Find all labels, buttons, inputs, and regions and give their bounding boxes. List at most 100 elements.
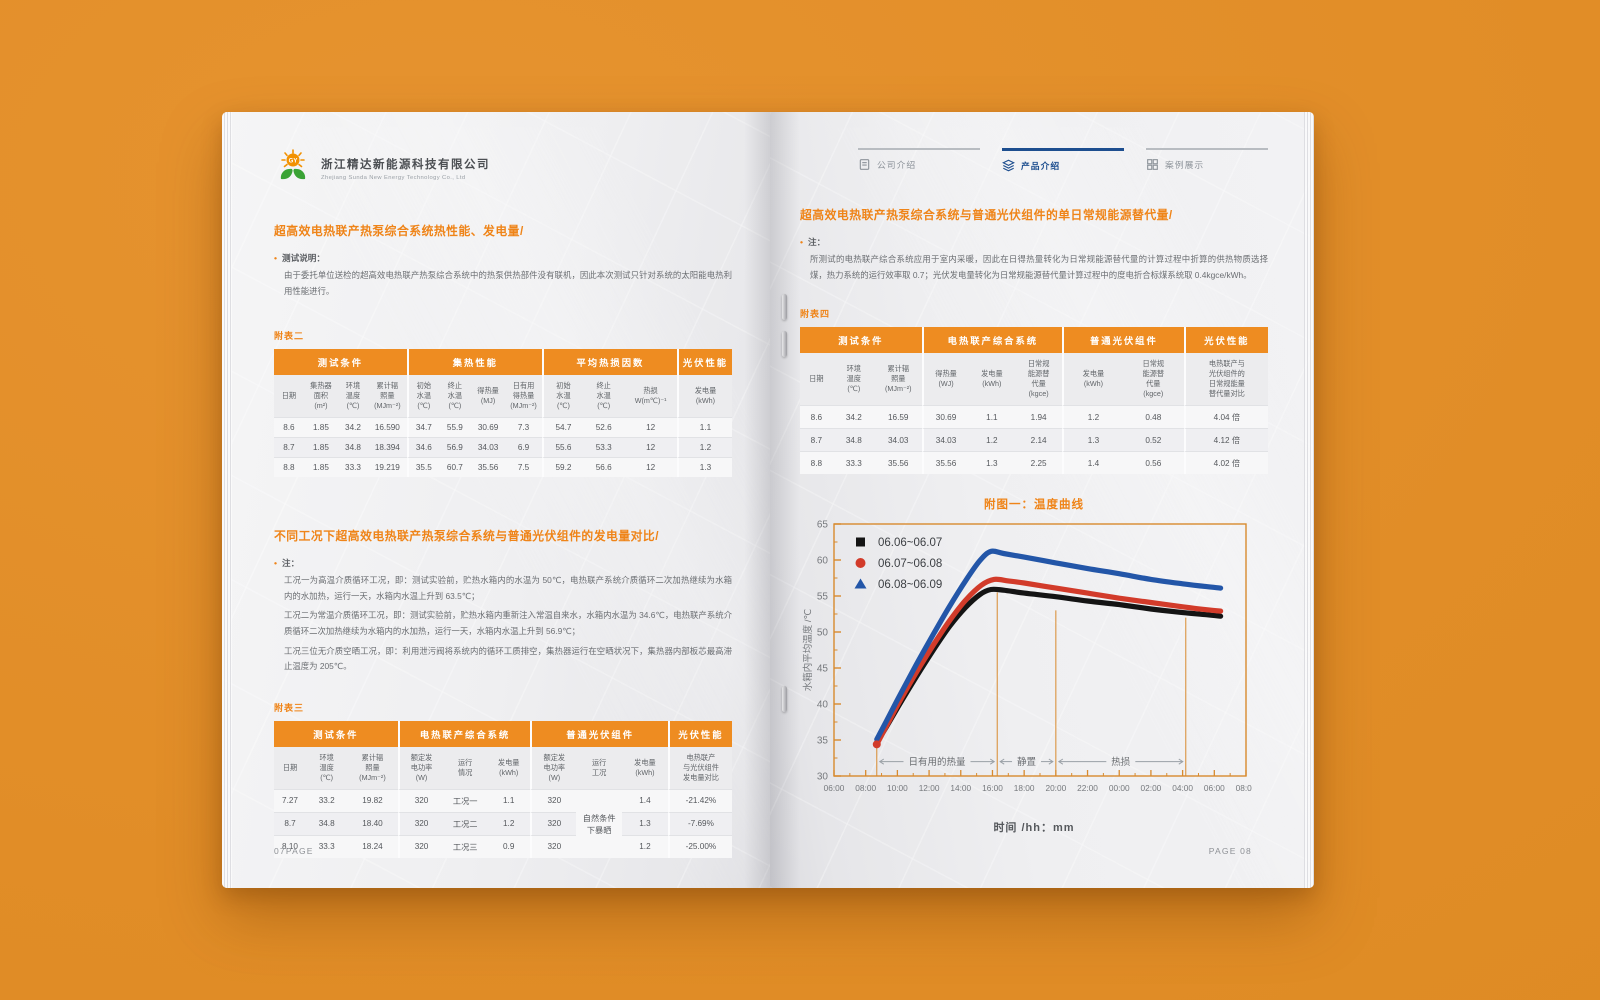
table-cell: 16.590 [367, 417, 407, 438]
table-row: 8.7 34.8 18.40 320 工况二 1.2 320 1.3 -7.69% [274, 811, 732, 835]
table-cell: 320 [397, 811, 444, 835]
nav-item-案例展示: 案例展示 [1146, 148, 1268, 172]
table-column-header: 额定发 电功率 (W) [530, 746, 577, 789]
phase-arrowhead [989, 758, 996, 766]
table-row: 8.7 1.85 34.8 18.394 34.6 56.9 34.03 6.9 55.6 53.… [274, 437, 732, 458]
legend-circle-icon [855, 558, 866, 569]
table-cell: 35.56 [470, 457, 506, 478]
series-line-06.08~06.09 [874, 548, 1224, 743]
table-group-header: 平均热损因数 [541, 349, 677, 376]
section-title-energy-substitution: 超高效电热联产热泵综合系统与普通光伏组件的单日常规能源替代量/ [800, 208, 1173, 222]
table-cell: 34.8 [306, 811, 348, 835]
table-column-header: 发电量 (kWh) [968, 353, 1016, 406]
table-cell: 1.2 [676, 437, 732, 458]
table-cell: 16.59 [874, 405, 922, 429]
note-label: • 注： [274, 558, 300, 569]
table-cell: 2.14 [1015, 428, 1063, 452]
table-cell: 59.2 [541, 457, 584, 478]
y-tick-label: 50 [817, 628, 829, 639]
table-cell: 320 [397, 834, 444, 858]
table-group-header: 电热联产综合系统 [397, 720, 531, 747]
nav-indicator-line [1146, 148, 1268, 150]
table-cell: 19.82 [347, 788, 398, 812]
table-cell: 1.2 [486, 811, 531, 835]
logo-flower-icon: GY [280, 149, 306, 180]
temperature-chart: 30 35 40 45 50 55 60 65 06:00 08:00 10:00 12:00 14:0… [800, 518, 1268, 819]
table-subheader-row: 日期 环境 温度 (℃) 累计辐 照量 (MJm⁻²) 额定发 电功率 (W) 运行 情… [274, 746, 732, 789]
x-tick-label: 00:00 [1109, 783, 1130, 793]
working-conditions-notes: 工况一为高温介质循环工况，即：测试实验前，贮热水箱内的水温为 50℃，电热联产系… [274, 573, 732, 674]
series-line-06.07~06.08 [874, 577, 1224, 748]
table-cell: 8.6 [800, 405, 833, 429]
table-cell: 52.6 [583, 417, 625, 438]
nav-item-label: 公司介绍 [877, 160, 917, 170]
table-cell: 33.2 [306, 788, 348, 812]
table-cell: 1.85 [303, 437, 339, 458]
table-cell: -7.69% [667, 811, 732, 835]
table-column-header: 初始 水温 (℃) [406, 375, 439, 418]
data-table: 测试条件 电热联产综合系统 普通光伏组件 光伏性能 日期 环境 温度 (℃) 累计辐 照量 … [800, 327, 1268, 475]
table-cell: 4.04 倍 [1183, 405, 1268, 429]
table-row: 7.27 33.2 19.82 320 工况一 1.1 320 自然条件 下暴晒 1.4 -21.… [274, 788, 732, 858]
y-axis-title: 水箱内平均温度 /℃ [802, 609, 814, 692]
table3-container: 测试条件 电热联产综合系统 普通光伏组件 光伏性能 日期 环境 温度 (℃) 累计辐 照量 … [274, 720, 732, 858]
page-left: GY 浙江精达新能源科技有限公司 Zhejiang Sunda New Ener… [222, 112, 770, 888]
table-cell: 18.24 [347, 834, 398, 858]
table-cell: 1.2 [968, 428, 1016, 452]
page-number-left: 07PAGE [274, 846, 314, 856]
chart-title: 附图一：温度曲线 [984, 499, 1084, 512]
table-cell: 8.7 [274, 437, 304, 458]
legend-label: 06.08~06.09 [878, 579, 942, 591]
table-column-header: 日期 [274, 746, 307, 789]
nav-item-公司介绍: 公司介绍 [858, 148, 980, 172]
table-cell: 19.219 [367, 457, 407, 478]
layers-icon [1002, 159, 1015, 172]
table-cell: 35.56 [921, 451, 969, 475]
table-column-header: 环境 温度 (℃) [338, 375, 368, 418]
table-column-header: 日常规 能源替 代量 (kgce) [1122, 353, 1184, 406]
table-cell: 1.3 [1062, 428, 1123, 452]
bullet-icon: • [800, 237, 804, 247]
table-column-header: 额定发 电功率 (W) [397, 746, 444, 789]
table-cell: 8.8 [274, 457, 304, 478]
table-cell: 7.27 [274, 788, 307, 812]
x-tick-label: 14:00 [950, 783, 971, 793]
table-column-header: 发电量 (kWh) [676, 375, 732, 418]
x-tick-label: 04:00 [1172, 783, 1193, 793]
table-cell: 1.1 [486, 788, 531, 812]
table-cell: 34.03 [470, 437, 506, 458]
table4-label: 附表四 [800, 309, 831, 320]
x-tick-label: 06:00 [824, 783, 845, 793]
table-group-header-row: 测试条件 电热联产综合系统 普通光伏组件 光伏性能 [274, 720, 732, 747]
table-cell: -21.42% [667, 788, 732, 812]
table-cell: 12 [624, 457, 677, 478]
table-cell: 34.8 [832, 428, 875, 452]
table-column-header: 日有用 得热量 (MJm⁻²) [505, 375, 542, 418]
y-tick-label: 35 [817, 736, 829, 747]
table-group-header: 测试条件 [274, 349, 407, 376]
table-cell: 8.10 [274, 834, 307, 858]
table-group-header: 电热联产综合系统 [921, 327, 1063, 354]
x-tick-label: 16:00 [982, 783, 1003, 793]
table-cell: 53.3 [583, 437, 625, 458]
table-group-header-row: 测试条件 电热联产综合系统 普通光伏组件 光伏性能 [800, 327, 1268, 354]
table-cell: 18.394 [367, 437, 407, 458]
phase-label: 热损 [1111, 756, 1131, 768]
table-cell: 0.56 [1122, 451, 1184, 475]
table-cell: 55.6 [541, 437, 584, 458]
table-cell: 60.7 [438, 457, 471, 478]
table-cell: 1.4 [622, 788, 668, 812]
table-cell: 33.3 [832, 451, 875, 475]
page-number-right: PAGE 08 [1208, 846, 1252, 856]
table-column-header: 集热器 面积 (m²) [303, 375, 339, 418]
x-tick-label: 06:00 [1204, 783, 1225, 793]
note-paragraph: 工况二为常温介质循环工况，即：测试实验前，贮热水箱内重新注入常温自来水，水箱内水… [284, 610, 732, 636]
table-column-header: 发电量 (kWh) [486, 746, 531, 789]
table-column-header: 电热联产 与光伏组件 发电量对比 [667, 746, 732, 789]
table-cell: 320 [397, 788, 444, 812]
bullet-icon: • [274, 253, 278, 263]
x-tick-label: 20:00 [1045, 783, 1066, 793]
table-group-header: 光伏性能 [667, 720, 732, 747]
phase-arrowhead [1048, 758, 1054, 766]
table-column-header: 运行 工况 [576, 746, 623, 789]
